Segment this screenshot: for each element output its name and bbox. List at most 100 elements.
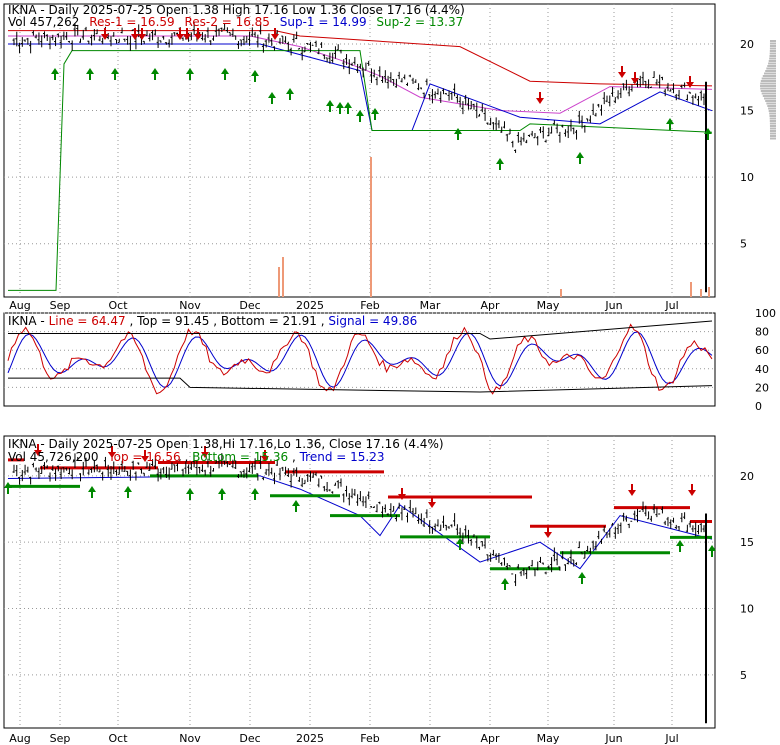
volume-profile — [761, 77, 776, 80]
volume-profile — [769, 115, 776, 117]
signal-arrows — [4, 28, 716, 590]
volume-profile — [769, 132, 776, 135]
x-tick-top: Apr — [480, 299, 500, 312]
osc-y-tick: 60 — [755, 344, 769, 357]
up-arrow — [501, 578, 509, 584]
x-tick-top: Mar — [420, 299, 441, 312]
x-tick-top: Dec — [239, 299, 260, 312]
down-arrow — [194, 34, 202, 40]
osc-line — [7, 323, 713, 395]
volume-profile — [761, 92, 776, 95]
price-bars — [12, 22, 707, 724]
volume-bar — [560, 289, 562, 297]
up-arrow — [326, 100, 334, 106]
down-arrow — [201, 452, 209, 458]
volume-profile — [769, 122, 776, 125]
indicator-lines — [7, 30, 713, 571]
volume-profile — [760, 90, 776, 92]
osc-sep-3: , — [213, 314, 221, 328]
down-arrow — [688, 490, 696, 496]
volume-profile — [769, 135, 776, 137]
volume-profile — [766, 102, 776, 105]
volume-bar — [700, 289, 702, 297]
volume-bars — [278, 40, 776, 297]
down-arrow — [628, 490, 636, 496]
osc-signal-readout: Signal = 49.86 — [328, 314, 417, 328]
volume-profile — [769, 112, 776, 115]
volume-profile — [768, 62, 776, 65]
volume-bar — [708, 287, 710, 297]
volume-profile — [769, 137, 776, 140]
volume-profile — [769, 45, 776, 47]
trend-sep: , — [184, 450, 192, 464]
volume-profile — [769, 130, 776, 132]
volume-profile — [765, 100, 776, 102]
up-arrow — [704, 128, 712, 134]
volume-profile — [762, 75, 776, 77]
x-tick-bottom: Oct — [108, 732, 128, 745]
volume-readout: Vol 457,262 — [8, 15, 79, 29]
osc-top-band — [8, 320, 713, 340]
volume-profile — [766, 67, 776, 70]
trend-y-tick: 10 — [740, 603, 754, 616]
up-arrow — [336, 102, 344, 108]
down-arrow — [536, 98, 544, 104]
sup2-line — [8, 50, 713, 291]
x-tick-top: Aug — [9, 299, 30, 312]
down-arrow — [261, 456, 269, 462]
trend-panel-frame — [3, 435, 716, 729]
osc-bottom-readout: Bottom = 21.91 — [221, 314, 317, 328]
volume-bar — [278, 267, 280, 297]
x-tick-top: Feb — [360, 299, 379, 312]
x-tick-bottom: May — [537, 732, 560, 745]
trend-y-tick: 5 — [740, 669, 747, 682]
up-arrow — [286, 88, 294, 94]
down-arrow — [428, 502, 436, 508]
up-arrow — [88, 486, 96, 492]
volume-profile — [760, 85, 776, 87]
volume-profile — [769, 42, 776, 45]
price-panel-header: IKNA - Daily 2025-07-25 Open 1.38 High 1… — [8, 3, 465, 17]
volume-profile — [762, 95, 776, 97]
purple-line — [8, 35, 713, 114]
volume-profile — [768, 110, 776, 112]
osc-y-tick: 20 — [755, 381, 769, 394]
x-tick-bottom: Jun — [604, 732, 622, 745]
up-arrow — [151, 68, 159, 74]
price-y-tick: 5 — [740, 238, 747, 251]
up-arrow — [186, 68, 194, 74]
trend-sep-2: , — [292, 450, 300, 464]
x-tick-top: Jul — [664, 299, 678, 312]
down-arrow — [101, 34, 109, 40]
up-arrow — [251, 488, 259, 494]
volume-profile — [769, 120, 776, 122]
trend-y-tick: 15 — [740, 536, 754, 549]
up-arrow — [344, 102, 352, 108]
volume-profile — [769, 40, 776, 42]
up-arrow — [496, 158, 504, 164]
down-arrow — [138, 34, 146, 40]
volume-profile — [763, 97, 776, 100]
volume-profile — [765, 70, 776, 72]
x-tick-bottom: Dec — [239, 732, 260, 745]
sup1-readout: Sup-1 = 14.99 — [280, 15, 367, 29]
volume-profile — [760, 87, 776, 90]
up-arrow — [578, 572, 586, 578]
osc-y-tick: 100 — [755, 307, 776, 320]
x-tick-top: Sep — [50, 299, 71, 312]
trend-trend-readout: Trend = 15.23 — [299, 450, 385, 464]
osc-line-readout: Line = 64.47 — [49, 314, 126, 328]
trend-y-tick: 20 — [740, 470, 754, 483]
trend-line — [7, 475, 713, 570]
grid-lines — [4, 4, 715, 728]
trend-bottom-readout: Bottom = 15.36 — [192, 450, 288, 464]
down-arrow — [34, 450, 42, 456]
trend-volume-readout: Vol 45,726,200 — [8, 450, 98, 464]
volume-profile — [769, 57, 776, 60]
x-tick-top: Nov — [179, 299, 201, 312]
osc-bottom-band — [8, 377, 713, 393]
up-arrow — [576, 152, 584, 158]
x-tick-top: Jun — [604, 299, 622, 312]
up-arrow — [456, 538, 464, 544]
